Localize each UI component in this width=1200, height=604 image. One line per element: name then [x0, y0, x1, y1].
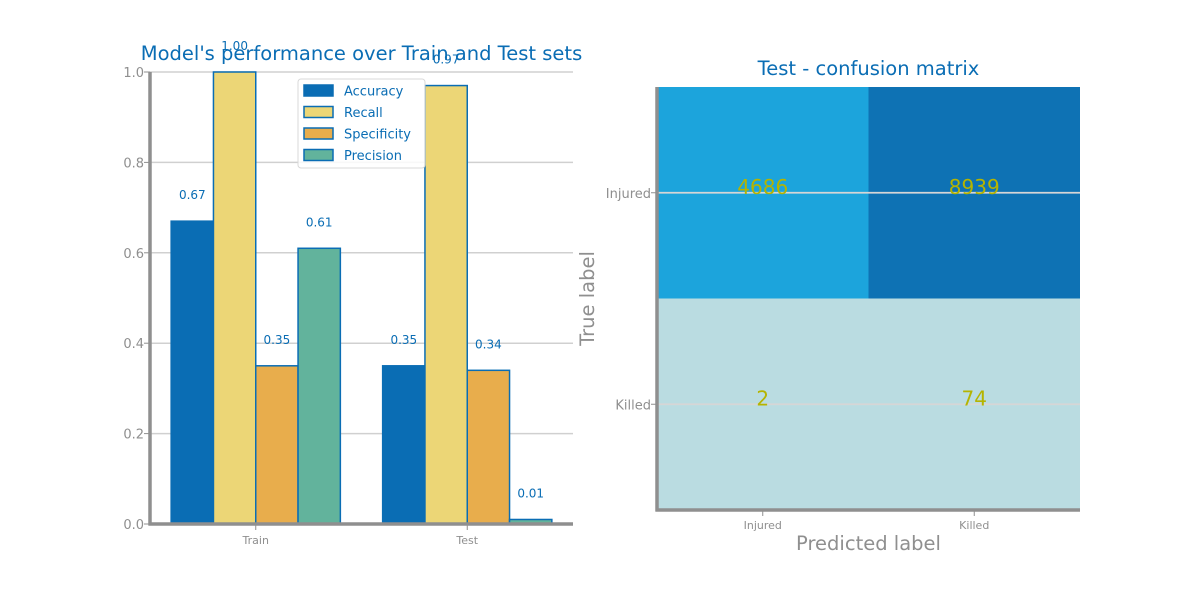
legend-swatch [303, 105, 334, 119]
legend-swatch [303, 148, 334, 162]
bar-accuracy-test [381, 365, 426, 525]
legend-swatch [303, 84, 334, 97]
cm-title: Test - confusion matrix [757, 57, 980, 80]
bar-specificity-test [466, 369, 511, 525]
bar-recall-train [212, 71, 257, 525]
cm-x-axis-label: Predicted label [796, 532, 941, 555]
x-tick-label: Train [242, 534, 269, 547]
bar-value-label: 1.00 [221, 39, 248, 53]
legend-label: Precision [344, 149, 402, 164]
bar-value-label: 0.67 [179, 188, 206, 202]
x-tick-label: Test [455, 534, 478, 547]
bar-value-label: 0.34 [475, 337, 502, 351]
bar-value-label: 0.35 [390, 333, 417, 347]
legend-swatch [303, 127, 334, 140]
y-tick-label: 1.0 [123, 66, 144, 81]
cm-cell-value: 74 [962, 386, 987, 410]
bar-value-label: 0.01 [517, 486, 544, 500]
cm-x-tick-label: Injured [744, 519, 782, 532]
bar-recall-test [424, 84, 469, 525]
cm-y-tick-label: Injured [606, 187, 651, 202]
y-tick-label: 0.6 [123, 247, 144, 262]
legend-label: Accuracy [344, 85, 404, 100]
y-tick-label: 0.4 [123, 337, 144, 352]
bar-value-label: 0.61 [306, 215, 333, 229]
bar-accuracy-train [170, 220, 215, 525]
legend-box [297, 78, 426, 169]
cm-cell-value: 2 [756, 386, 769, 410]
cm-cell-value: 8939 [949, 175, 1000, 199]
cm-y-axis-label: True label [576, 251, 599, 347]
cm-cell-value: 4686 [737, 175, 788, 199]
cm-x-tick-label: Killed [959, 519, 989, 532]
y-tick-label: 0.8 [123, 156, 144, 171]
legend-label: Recall [344, 106, 383, 121]
chart-title: Model's performance over Train and Test … [141, 42, 582, 65]
bar-value-label: 0.97 [433, 53, 460, 67]
legend-label: Specificity [344, 128, 411, 143]
legend: Accuracy Recall Specificity Precision [297, 78, 426, 169]
bar-precision-train [297, 247, 342, 525]
y-tick-label: 0.2 [123, 428, 144, 443]
bar-value-label: 0.35 [264, 333, 291, 347]
cm-y-tick-label: Killed [615, 398, 651, 413]
y-tick-label: 0.0 [123, 518, 144, 533]
bar-specificity-train [255, 365, 299, 525]
confusion-matrix-chart: 4686 8939 2 74 Injured Killed Injured Killed Pre… [576, 57, 1080, 555]
performance-bar-chart: 0.0 0.2 0.4 0.6 0.8 1.0 0.67 1.00 0.35 0.61 Train 0… [123, 39, 582, 547]
